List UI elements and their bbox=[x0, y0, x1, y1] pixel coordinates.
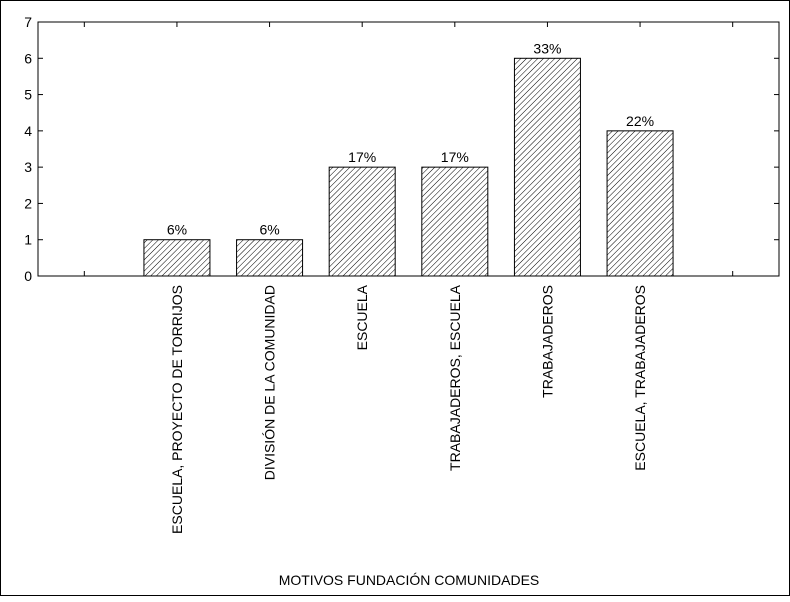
bar bbox=[606, 130, 674, 277]
y-tick-label: 1 bbox=[24, 232, 32, 248]
bar-data-label: 17% bbox=[441, 149, 469, 165]
x-category-label: TRABAJADEROS bbox=[539, 285, 555, 398]
y-tick-label: 0 bbox=[24, 268, 32, 284]
y-tick-label: 7 bbox=[24, 14, 32, 30]
bar bbox=[513, 57, 581, 277]
bar bbox=[236, 239, 304, 277]
x-category-label: ESCUELA bbox=[354, 284, 370, 350]
bar-data-label: 6% bbox=[167, 222, 187, 238]
y-tick-label: 5 bbox=[24, 87, 32, 103]
y-tick-label: 6 bbox=[24, 50, 32, 66]
bar bbox=[143, 239, 211, 277]
x-axis-title: MOTIVOS FUNDACIÓN COMUNIDADES bbox=[279, 572, 540, 588]
bar-data-label: 6% bbox=[259, 222, 279, 238]
y-tick-label: 2 bbox=[24, 195, 32, 211]
bar-data-label: 17% bbox=[348, 149, 376, 165]
x-category-label: ESCUELA, TRABAJADEROS bbox=[632, 285, 648, 471]
bar-data-label: 22% bbox=[626, 113, 654, 129]
x-category-label: TRABAJADEROS, ESCUELA bbox=[447, 284, 463, 471]
bar bbox=[328, 166, 396, 277]
y-tick-label: 4 bbox=[24, 123, 32, 139]
y-tick-label: 3 bbox=[24, 159, 32, 175]
bar-data-label: 33% bbox=[533, 40, 561, 56]
x-category-label: ESCUELA, PROYECTO DE TORRIJOS bbox=[169, 285, 185, 534]
x-category-label: DIVISIÓN DE LA COMUNIDAD bbox=[262, 285, 278, 480]
plot-area bbox=[37, 21, 780, 277]
bar bbox=[421, 166, 489, 277]
